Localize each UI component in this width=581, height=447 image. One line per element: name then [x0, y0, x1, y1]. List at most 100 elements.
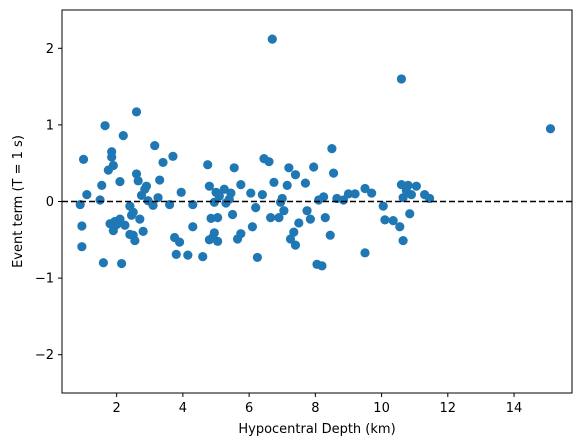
y-ticks: −2 −1 0 1 2	[35, 42, 62, 363]
data-point	[155, 175, 165, 185]
data-point	[227, 209, 238, 220]
data-point	[176, 187, 186, 197]
data-point	[378, 201, 388, 211]
data-point	[300, 178, 311, 188]
data-point	[317, 261, 327, 271]
data-point	[97, 180, 107, 191]
data-point	[78, 154, 89, 164]
data-point	[257, 190, 267, 200]
x-tick-label: 12	[440, 401, 457, 416]
data-point	[403, 180, 413, 191]
data-point	[148, 200, 158, 210]
data-point	[289, 227, 299, 237]
data-point	[117, 258, 127, 269]
data-point	[411, 181, 421, 191]
data-point	[131, 107, 142, 117]
data-point	[290, 170, 301, 180]
data-point	[398, 235, 408, 246]
data-point	[174, 237, 185, 247]
data-point	[246, 188, 256, 198]
data-point	[290, 240, 301, 250]
data-point	[274, 212, 284, 223]
data-point	[135, 214, 145, 224]
data-point	[209, 197, 219, 207]
data-point	[282, 180, 292, 191]
data-point	[188, 222, 198, 232]
data-point	[302, 206, 312, 216]
data-point	[266, 212, 276, 223]
data-point	[252, 252, 262, 263]
x-tick-label: 6	[245, 401, 253, 416]
data-point	[406, 190, 416, 200]
data-point	[319, 192, 329, 202]
data-point	[360, 248, 370, 258]
data-point	[545, 124, 556, 134]
data-point	[320, 212, 330, 223]
data-point	[213, 212, 223, 223]
y-tick-label: −2	[35, 348, 54, 363]
data-point	[183, 250, 193, 260]
data-point	[128, 207, 138, 217]
data-point	[95, 195, 105, 205]
data-point	[309, 162, 319, 172]
data-point	[405, 209, 415, 219]
y-tick-label: −1	[35, 272, 54, 287]
data-point	[100, 121, 110, 131]
data-point	[285, 234, 296, 244]
data-point	[396, 74, 407, 84]
data-point	[168, 151, 178, 161]
data-point	[77, 221, 87, 231]
data-point	[395, 222, 405, 232]
data-point	[229, 163, 239, 173]
data-point	[264, 157, 274, 167]
data-point	[214, 191, 224, 201]
x-tick-label: 2	[113, 401, 121, 416]
data-point	[247, 222, 258, 232]
data-point	[82, 190, 92, 200]
data-point	[236, 180, 246, 190]
data-point	[209, 228, 219, 238]
data-point	[98, 258, 108, 268]
data-point	[115, 214, 125, 224]
data-point	[305, 214, 315, 224]
x-tick-label: 4	[179, 401, 187, 416]
y-axis-label: Event term (T = 1 s)	[11, 135, 26, 268]
data-point	[226, 188, 236, 198]
data-point	[269, 177, 279, 187]
data-point	[203, 160, 213, 170]
data-point	[251, 203, 261, 213]
x-tick-label: 10	[373, 401, 390, 416]
data-point	[198, 252, 208, 262]
data-point	[204, 181, 214, 191]
data-point	[294, 218, 304, 228]
y-tick-label: 0	[46, 195, 54, 210]
data-point	[120, 220, 130, 230]
data-point	[213, 236, 223, 246]
y-tick-label: 1	[46, 118, 54, 133]
x-tick-label: 14	[506, 401, 523, 416]
data-point	[343, 189, 354, 199]
data-point	[118, 131, 128, 141]
data-point	[141, 181, 152, 191]
data-point	[108, 160, 118, 171]
data-point	[131, 169, 142, 179]
data-point	[279, 206, 289, 216]
data-point	[236, 229, 246, 239]
data-point	[350, 189, 360, 199]
data-point	[150, 140, 160, 151]
x-axis-label: Hypocentral Depth (km)	[238, 422, 395, 437]
data-point	[153, 193, 163, 203]
data-point	[327, 144, 337, 154]
data-point	[328, 168, 339, 178]
data-point	[77, 242, 87, 252]
data-point	[158, 157, 168, 168]
data-point	[367, 188, 377, 198]
data-point	[171, 249, 181, 259]
x-ticks: 2 4 6 8 10 12 14	[113, 393, 523, 416]
data-point	[107, 152, 117, 162]
data-point	[138, 226, 148, 236]
data-point	[360, 183, 370, 194]
data-point	[130, 235, 140, 246]
